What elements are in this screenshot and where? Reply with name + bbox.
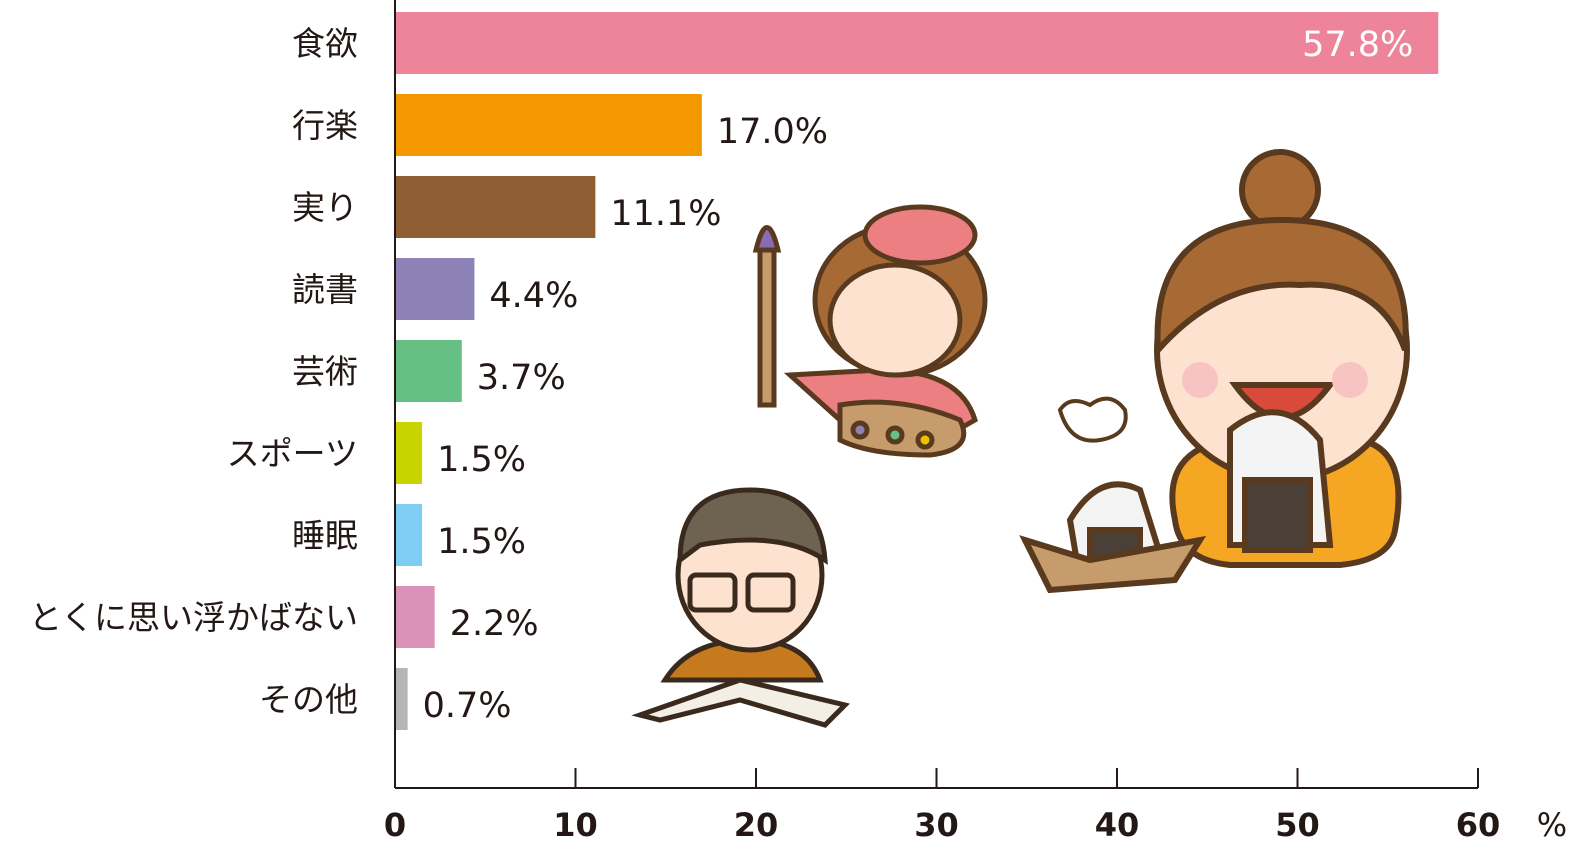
- category-label: 食欲: [292, 24, 358, 63]
- illustrations: [631, 149, 1410, 728]
- bar-1: [395, 94, 702, 156]
- value-label: 0.7%: [423, 686, 512, 726]
- bar-5: [395, 422, 423, 484]
- value-label: 1.5%: [437, 522, 526, 562]
- category-label: とくに思い浮かばない: [29, 598, 358, 637]
- x-unit-label: %: [1537, 806, 1567, 844]
- x-tick-label: 30: [914, 806, 959, 844]
- category-label: 読書: [292, 270, 358, 309]
- bar-7: [395, 586, 435, 648]
- artist-girl-illustration: [752, 204, 988, 458]
- value-label: 11.1%: [610, 194, 721, 234]
- x-tick-label: 60: [1456, 806, 1501, 844]
- girl-eating-onigiri-illustration: [1019, 149, 1410, 594]
- bar-2: [395, 176, 596, 238]
- category-label: スポーツ: [227, 434, 358, 473]
- category-label: 行楽: [292, 106, 358, 145]
- boy-reading-illustration: [631, 487, 850, 728]
- x-tick-label: 0: [384, 806, 406, 844]
- category-label: その他: [259, 680, 358, 719]
- x-tick-label: 10: [553, 806, 598, 844]
- value-label: 17.0%: [717, 112, 828, 152]
- category-label: 芸術: [292, 352, 358, 391]
- bar-4: [395, 340, 462, 402]
- category-label: 睡眠: [292, 516, 358, 555]
- x-tick-label: 50: [1275, 806, 1320, 844]
- value-label: 57.8%: [1302, 25, 1413, 65]
- bar-6: [395, 504, 423, 566]
- value-label: 1.5%: [437, 440, 526, 480]
- bar-8: [395, 668, 408, 730]
- x-tick-label: 40: [1095, 806, 1140, 844]
- value-label: 4.4%: [489, 276, 578, 316]
- x-tick-label: 20: [734, 806, 779, 844]
- bar-3: [395, 258, 475, 320]
- bar-0: [395, 12, 1439, 74]
- value-label: 2.2%: [450, 604, 539, 644]
- category-label: 実り: [292, 188, 358, 227]
- value-label: 3.7%: [477, 358, 566, 398]
